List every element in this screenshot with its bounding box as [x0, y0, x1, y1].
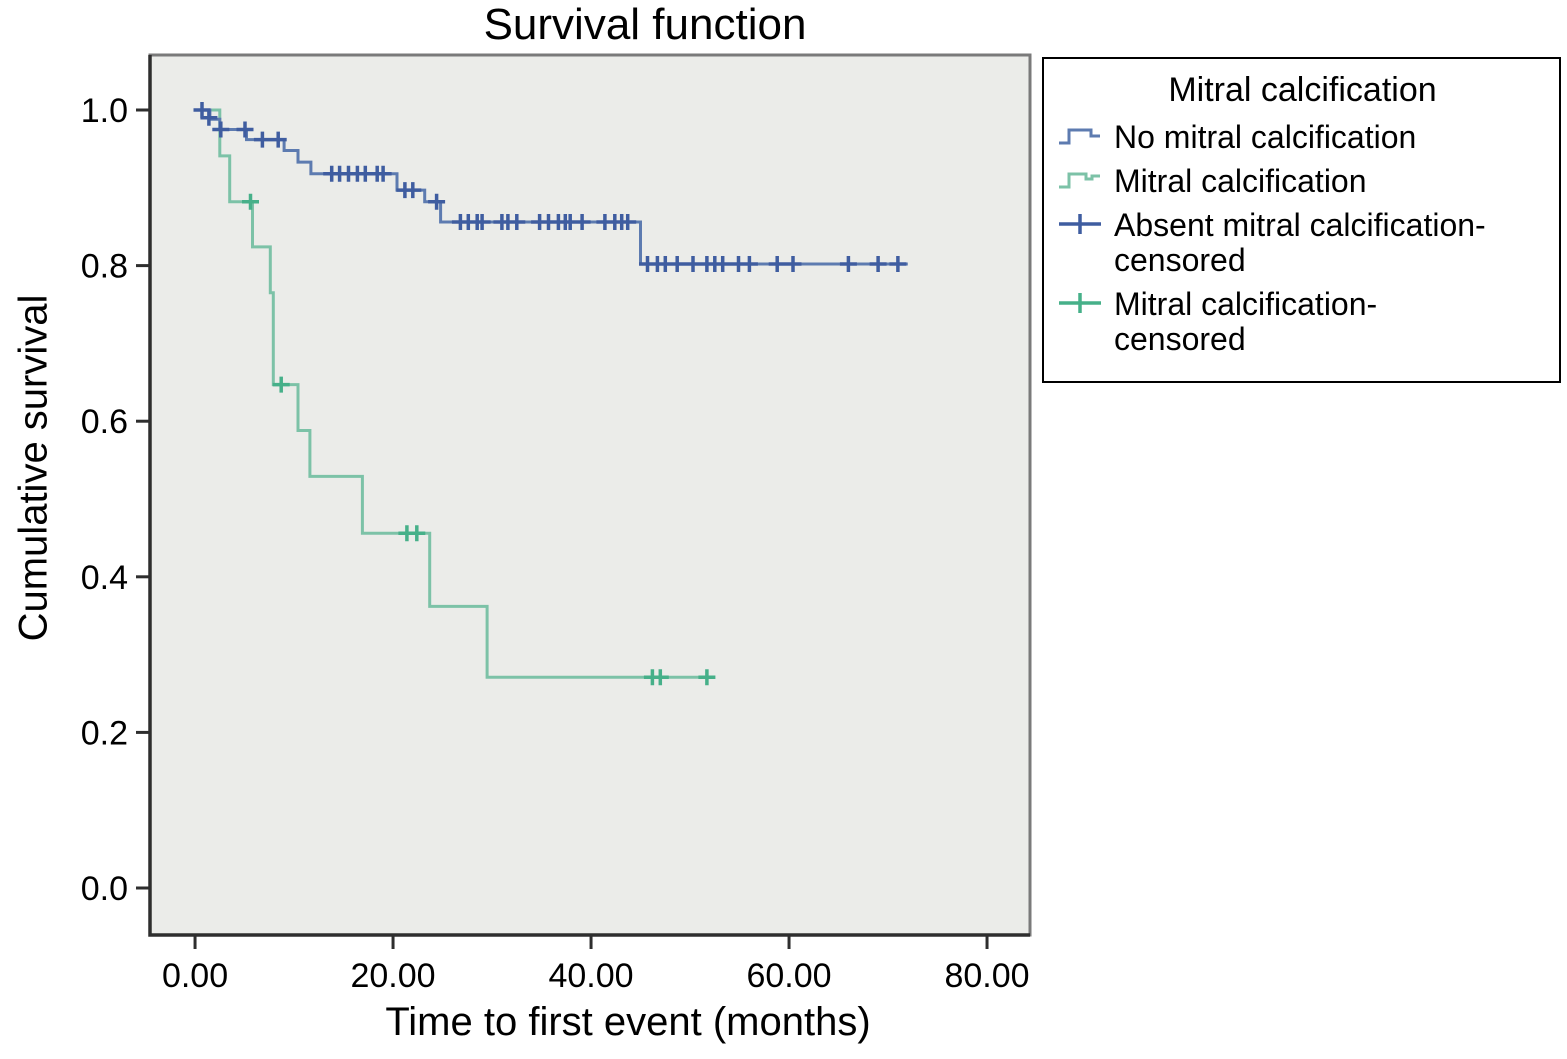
- legend-entry-mitral-calcification: Mitral calcification: [1056, 164, 1549, 199]
- censor-marks-mitral-calcification: [242, 193, 716, 686]
- x-tick-label: 60.00: [746, 957, 831, 995]
- legend-entry-absent-mitral-calcification-censored: Absent mitral calcification- censored: [1056, 208, 1549, 278]
- legend-entry-mitral-calcification-censored: Mitral calcification- censored: [1056, 287, 1549, 357]
- step-line-icon: [1059, 172, 1100, 189]
- step-line-glyph: [1059, 172, 1100, 189]
- legend-entry-label-line2: censored: [1114, 321, 1246, 357]
- legend-entry-label-line1: Mitral calcification: [1114, 163, 1367, 199]
- legend-entry-label: Mitral calcification- censored: [1114, 287, 1377, 357]
- legend-entry-no-mitral-calcification: No mitral calcification: [1056, 120, 1549, 155]
- legend-entry-label-line1: Absent mitral calcification-: [1114, 207, 1486, 243]
- x-tick-label: 20.00: [350, 957, 435, 995]
- legend-entry-label-line2: censored: [1114, 242, 1246, 278]
- y-axis-label: Cumulative survival: [11, 294, 56, 642]
- x-axis-label: Time to first event (months): [385, 1000, 871, 1044]
- legend-entry-label-line1: Mitral calcification-: [1114, 286, 1378, 322]
- censor-marks-no-mitral-calcification: [193, 102, 907, 272]
- legend-entry-label: Absent mitral calcification- censored: [1114, 208, 1486, 278]
- axis-lines: [148, 55, 1030, 937]
- legend-title: Mitral calcification: [1168, 71, 1437, 109]
- legend-entry-label-line1: No mitral calcification: [1114, 119, 1417, 155]
- y-tick-label: 0.6: [81, 403, 128, 441]
- step-line-icon: [1059, 128, 1100, 145]
- x-tick-label: 40.00: [548, 957, 633, 995]
- step-line-glyph: [1059, 128, 1100, 145]
- censor-plus-icon: [1059, 293, 1101, 313]
- plot-area: [148, 53, 1032, 937]
- y-tick-label: 0.4: [81, 559, 128, 597]
- legend-entry-label: No mitral calcification: [1114, 120, 1416, 155]
- y-tick-label: 0.0: [81, 870, 128, 908]
- x-tick-label: 0.00: [162, 957, 228, 995]
- y-tick-label: 0.8: [81, 248, 128, 286]
- censor-plus-glyph: [1059, 293, 1101, 313]
- censor-plus-glyph: [1059, 214, 1101, 234]
- chart-title: Survival function: [483, 0, 807, 49]
- legend-entry-label: Mitral calcification: [1114, 164, 1367, 199]
- censor-plus-icon: [1059, 214, 1101, 234]
- legend-box: Mitral calcification No mitral calcifica…: [1042, 57, 1561, 383]
- y-tick-label: 0.2: [81, 714, 128, 752]
- x-tick-label: 80.00: [944, 957, 1029, 995]
- y-tick-label: 1.0: [81, 92, 128, 130]
